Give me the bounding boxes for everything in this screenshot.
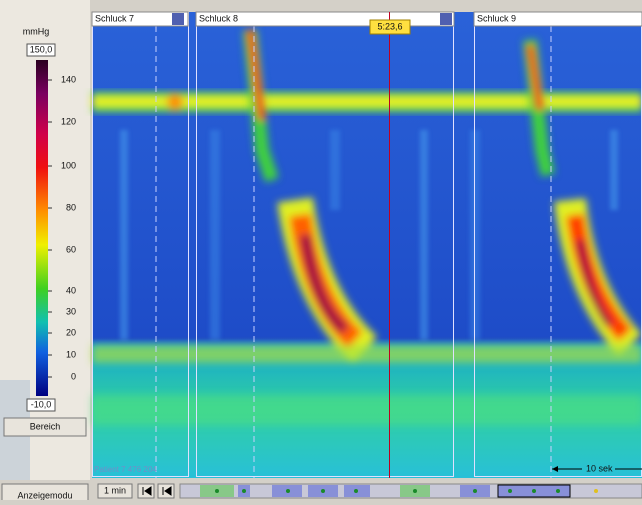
color-tick-label: 0 [71, 371, 76, 381]
swallow-header[interactable] [91, 11, 189, 27]
nav-icons [142, 486, 172, 496]
swallow-label: Schluck 7 [95, 13, 134, 23]
min-label: -10,0 [31, 399, 52, 409]
color-tick-label: 20 [66, 327, 76, 337]
cursor-time: 5:23,6 [377, 21, 402, 31]
range-button-label[interactable]: Bereich [30, 421, 61, 431]
dashed-markers [155, 26, 552, 478]
color-tick-label: 40 [66, 285, 76, 295]
range-button[interactable] [3, 417, 87, 437]
color-tick-label: 30 [66, 306, 76, 316]
zoom-button[interactable] [97, 483, 133, 499]
unit-label: mmHg [23, 26, 50, 36]
swallow-header[interactable] [473, 11, 642, 27]
scale-arrowhead [552, 466, 558, 472]
color-tick-label: 100 [61, 160, 76, 170]
swallow-waves [92, 29, 642, 425]
patient-id: Patient 7 476 204 [94, 465, 157, 474]
color-tick-label: 60 [66, 244, 76, 254]
swallow-label: Schluck 9 [477, 13, 516, 23]
timeline-dots [215, 489, 598, 493]
time-scale: 10 sek [586, 463, 613, 473]
color-tick-label: 140 [61, 74, 76, 84]
max-box [26, 43, 56, 57]
min-box [26, 398, 56, 412]
swallow-label: Schluck 8 [199, 13, 238, 23]
swallow-icon[interactable] [440, 13, 452, 25]
zoom-label[interactable]: 1 min [104, 485, 126, 495]
swallow-icon[interactable] [172, 13, 184, 25]
color-tick-label: 10 [66, 349, 76, 359]
mode-label[interactable]: Anzeigemodu [17, 490, 72, 500]
max-label: 150,0 [30, 44, 53, 54]
color-bar [36, 60, 48, 396]
color-tick-label: 80 [66, 202, 76, 212]
cursor-box [369, 19, 411, 35]
color-tick-label: 120 [61, 116, 76, 126]
ues-band [92, 92, 642, 112]
